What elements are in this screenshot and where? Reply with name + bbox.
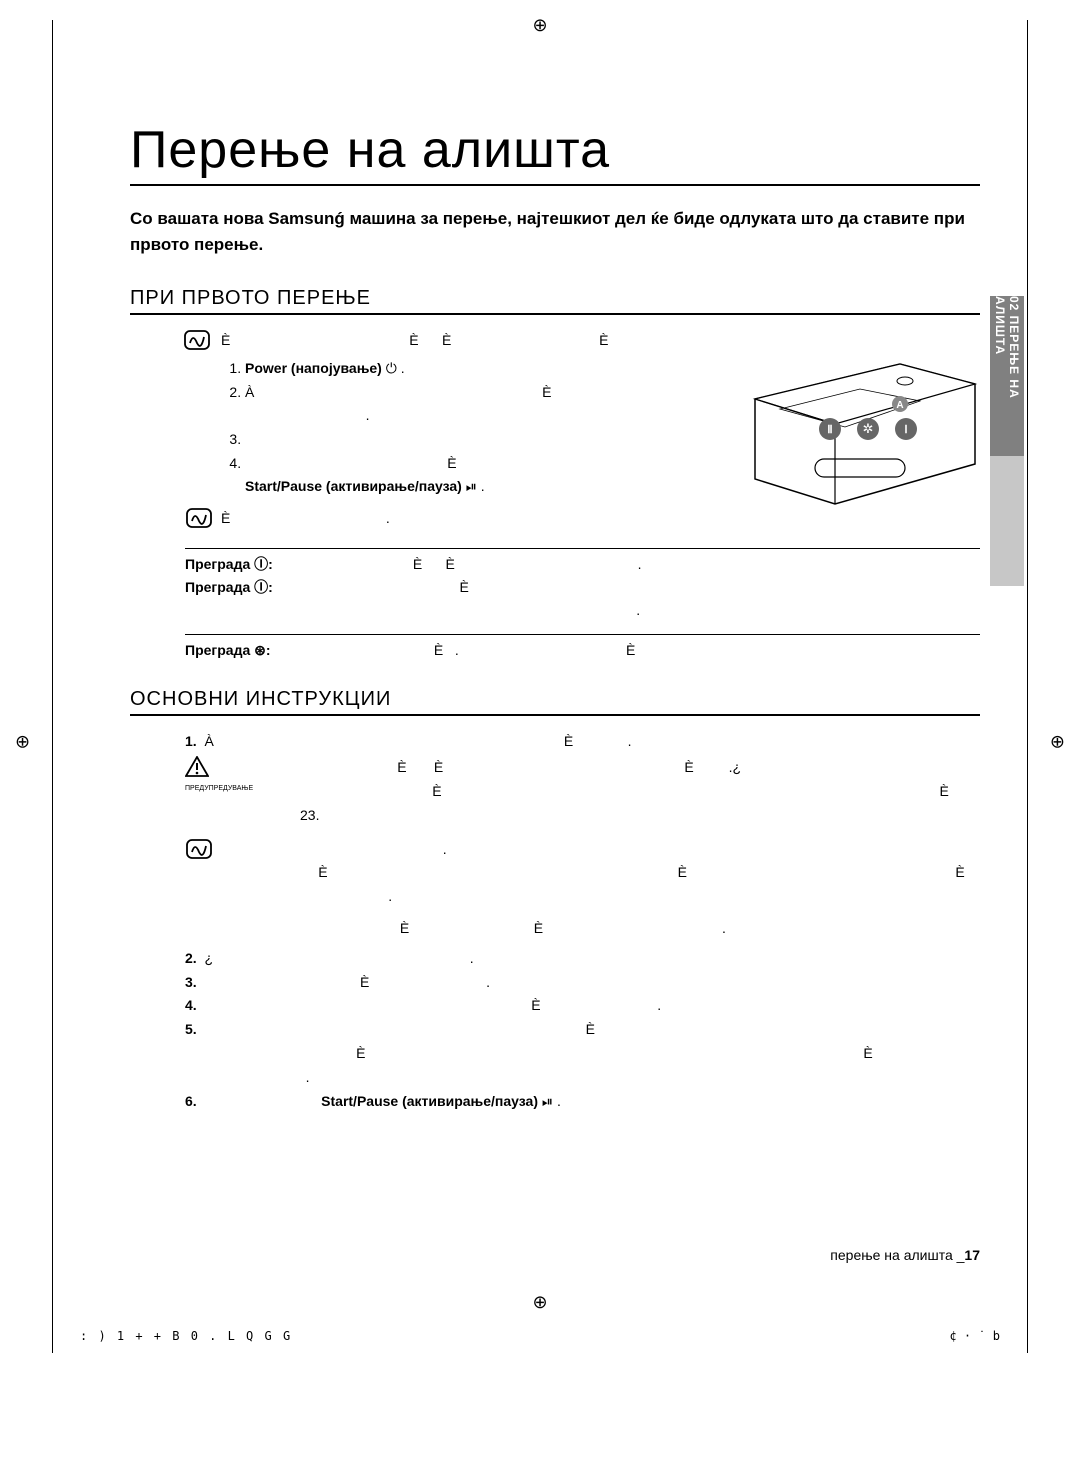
svg-text:A: A (896, 400, 903, 411)
manual-page: ⊕ ⊕ ⊕ ⊕ 02 ПЕРЕЊЕ НА АЛИШТА Перење на ал… (0, 0, 1080, 1483)
crop-mark-right: ⊕ (1050, 731, 1065, 752)
compartment-2: Преграда Ⓘ: È . (185, 576, 980, 622)
crop-border-left (52, 20, 53, 1353)
footer-code-left: : ) 1 + + B 0 . L Q G G (80, 1329, 292, 1343)
side-tab-label: 02 ПЕРЕЊЕ НА АЛИШТА (990, 296, 1024, 456)
dispenser-drawer-illustration: Ⅱ ✲ Ⅰ A (750, 329, 980, 529)
section2-step2: 2. ¿ . (185, 947, 980, 971)
footer-code-right: ¢ · ˙ b (949, 1329, 1000, 1343)
section2-step4: 4. È . (185, 994, 980, 1018)
compartment-3: Преграда ⊛: È . È (185, 639, 980, 662)
section2-note2: È È . (221, 917, 980, 941)
section2-step1: 1. À È . (185, 730, 980, 754)
warning-body: È È È .¿ È (261, 756, 980, 827)
section1-step-1: Power (напојување) ⏻ . (245, 357, 730, 379)
svg-text:Ⅱ: Ⅱ (827, 424, 832, 436)
crop-border-right (1027, 20, 1028, 1353)
crop-mark-bottom: ⊕ (532, 1292, 547, 1313)
section1-step-3 (245, 428, 730, 450)
section1-step-4: È Start/Pause (активирање/пауза) ⏯ . (245, 452, 730, 497)
side-tab-bottom (990, 456, 1024, 587)
svg-text:Ⅰ: Ⅰ (904, 424, 907, 436)
section1-heading: ПРИ ПРВОТО ПЕРЕЊЕ (130, 287, 980, 315)
section1-note2: È . (221, 507, 730, 531)
section2-step3: 3. È . (185, 971, 980, 995)
warning-icon: ПРЕДУПРЕДУВАЊЕ (185, 756, 253, 792)
side-tab: 02 ПЕРЕЊЕ НА АЛИШТА (990, 296, 1024, 586)
divider (185, 634, 980, 635)
intro-text: Со вашата нова Samsunǵ машина за перење,… (130, 206, 980, 257)
warning-label: ПРЕДУПРЕДУВАЊЕ (185, 785, 253, 792)
svg-text:✲: ✲ (863, 421, 874, 436)
note-icon (183, 329, 211, 356)
section2-step6: 6. Start/Pause (активирање/пауза) ⏯ . (185, 1090, 980, 1114)
note-icon-3 (185, 838, 213, 865)
page-number: перење на алишта _17 (830, 1247, 980, 1263)
page-title: Перење на алишта (130, 120, 980, 186)
section1-step-2: À È . (245, 381, 730, 426)
section2-heading: ОСНОВНИ ИНСТРУКЦИИ (130, 688, 980, 716)
section2-step5: 5. È È (185, 1018, 980, 1089)
section1-note: È È È È (221, 329, 730, 353)
section2-note1: . È È È (221, 838, 980, 909)
compartment-1: Преграда Ⓘ: È È . (185, 553, 980, 576)
crop-mark-left: ⊕ (15, 731, 30, 752)
divider (185, 548, 980, 549)
crop-mark-top: ⊕ (532, 15, 547, 36)
note-icon-2 (185, 507, 213, 534)
